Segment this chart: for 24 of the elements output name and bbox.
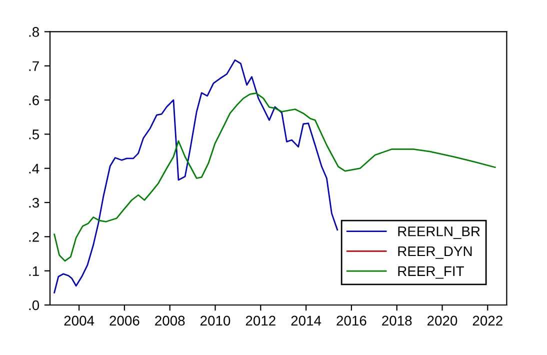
line-series [54, 59, 338, 294]
x-tick-label: 2014 [291, 316, 322, 326]
y-tick-label: .2 [29, 232, 39, 242]
x-tick-label: 2018 [382, 316, 412, 326]
y-tick-label: .6 [29, 95, 39, 106]
y-tick-label: .8 [29, 27, 39, 37]
y-tick-label: .1 [29, 266, 39, 276]
x-tick-label: 2010 [200, 316, 230, 326]
x-tick-label: 2020 [427, 316, 458, 326]
y-tick-label: .0 [29, 300, 40, 310]
x-tick-label: 2022 [472, 316, 502, 326]
line-series [54, 92, 496, 262]
legend-label: REERLN_BR [398, 226, 480, 239]
y-tick-label: .4 [29, 164, 40, 174]
x-tick-label: 2008 [155, 316, 185, 326]
y-tick-label: .5 [29, 130, 39, 140]
legend-label: REER_FIT [398, 266, 464, 279]
x-tick-label: 2004 [64, 316, 94, 326]
x-tick-label: 2012 [246, 316, 276, 326]
legend-label: REER_DYN [398, 246, 472, 259]
x-tick-label: 2006 [110, 316, 140, 326]
x-tick-label: 2016 [336, 316, 366, 326]
y-tick-label: .7 [29, 61, 39, 71]
y-tick-label: .3 [29, 198, 39, 208]
